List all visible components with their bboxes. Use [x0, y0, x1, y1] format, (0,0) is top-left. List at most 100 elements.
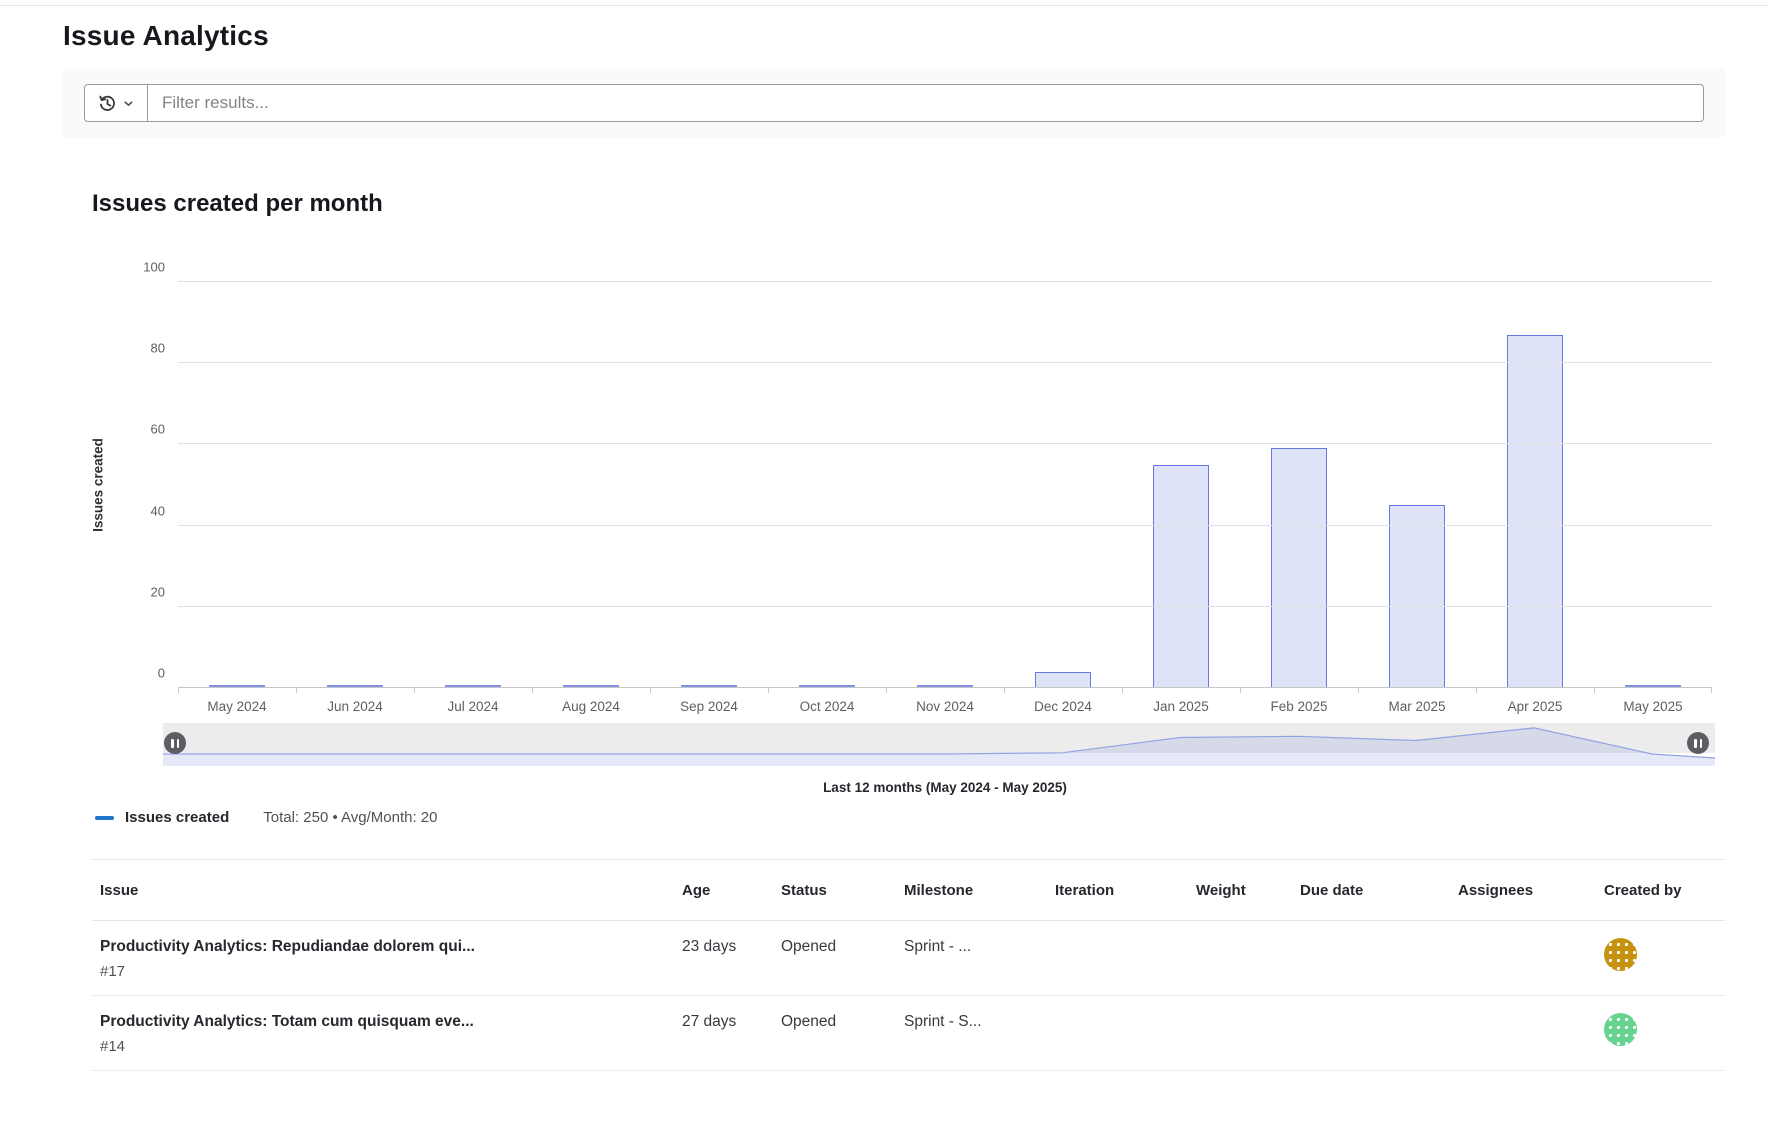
y-tick-label: 0	[157, 665, 165, 681]
chart-caption: Last 12 months (May 2024 - May 2025)	[823, 780, 1067, 795]
datazoom-line	[163, 727, 1715, 759]
bar-slot	[1594, 282, 1712, 688]
x-tick-label: Jun 2024	[296, 688, 414, 714]
bars	[178, 282, 1712, 688]
bar-jan-2025[interactable]	[1153, 464, 1209, 688]
bar-slot	[886, 282, 1004, 688]
x-tick-label: May 2024	[178, 688, 296, 714]
datazoom-handle-left[interactable]	[164, 732, 186, 754]
x-tick-label: May 2025	[1594, 688, 1712, 714]
created-by-cell	[1596, 921, 1725, 995]
y-tick-label: 40	[150, 503, 165, 519]
status-cell: Opened	[781, 1013, 837, 1030]
assignees-cell	[1450, 921, 1596, 995]
bar-slot	[532, 282, 650, 688]
x-tick-label: Nov 2024	[886, 688, 1004, 714]
x-tick-label: Jul 2024	[414, 688, 532, 714]
bar-apr-2025[interactable]	[1507, 334, 1563, 688]
legend-stats: Total: 250 • Avg/Month: 20	[263, 809, 438, 826]
creator-avatar[interactable]	[1604, 1013, 1637, 1046]
bar-slot	[1358, 282, 1476, 688]
x-tick-label: Mar 2025	[1358, 688, 1476, 714]
assignees-cell	[1450, 996, 1596, 1070]
bar-slot	[1240, 282, 1358, 688]
bar-slot	[1004, 282, 1122, 688]
bar-feb-2025[interactable]	[1271, 448, 1327, 688]
col-iteration: Iteration	[1055, 882, 1115, 899]
issue-analytics-page: Issue Analytics Issues created per month…	[63, 20, 1725, 1071]
col-age: Age	[682, 882, 711, 899]
issue-cell: Productivity Analytics: Repudiandae dolo…	[92, 921, 674, 995]
bar-dec-2024[interactable]	[1035, 671, 1091, 688]
page-title: Issue Analytics	[63, 20, 269, 51]
due-date-cell	[1292, 996, 1450, 1070]
bar-sep-2024[interactable]	[681, 685, 737, 688]
bar-may-2024[interactable]	[209, 685, 265, 688]
age-cell: 23 days	[682, 938, 737, 955]
datazoom-slider	[163, 723, 1715, 767]
gridline	[178, 362, 1712, 364]
bar-jun-2024[interactable]	[327, 685, 383, 688]
y-axis-name: Issues created	[90, 438, 106, 532]
issue-title-link[interactable]: Productivity Analytics: Repudiandae dolo…	[100, 938, 475, 955]
bar-jul-2024[interactable]	[445, 685, 501, 688]
due-date-cell	[1292, 921, 1450, 995]
gridline	[178, 605, 1712, 607]
y-tick-label: 20	[150, 584, 165, 600]
col-due-date: Due date	[1300, 882, 1364, 899]
bar-mar-2025[interactable]	[1389, 505, 1445, 688]
col-status: Status	[781, 882, 827, 899]
col-issue: Issue	[100, 882, 139, 899]
table-row: Productivity Analytics: Repudiandae dolo…	[92, 921, 1725, 996]
filter-history-button[interactable]	[84, 84, 148, 122]
issues-table: Issue Age Status Milestone Iteration Wei…	[92, 859, 1725, 1071]
issue-id: #17	[100, 963, 126, 980]
bar-slot	[768, 282, 886, 688]
bar-slot	[178, 282, 296, 688]
bar-nov-2024[interactable]	[917, 685, 973, 688]
y-tick-label: 80	[150, 340, 165, 356]
chart-title: Issues created per month	[92, 190, 383, 217]
y-tick-label: 60	[150, 421, 165, 437]
plot-area: Issues created 0 20 40 60 80 100	[91, 260, 1712, 688]
issue-title-link[interactable]: Productivity Analytics: Totam cum quisqu…	[100, 1013, 474, 1030]
gridline	[178, 524, 1712, 526]
milestone-cell: Sprint - ...	[904, 938, 972, 955]
bar-slot	[650, 282, 768, 688]
chart-legend: Issues created Total: 250 • Avg/Month: 2…	[95, 809, 1725, 826]
milestone-cell: Sprint - S...	[904, 1013, 982, 1030]
legend-dash-icon	[95, 815, 114, 820]
creator-avatar[interactable]	[1604, 938, 1637, 971]
gridline	[178, 443, 1712, 445]
datazoom-track[interactable]	[163, 723, 1715, 753]
legend-label: Issues created	[125, 809, 230, 826]
bar-aug-2024[interactable]	[563, 685, 619, 688]
bar-slot	[1122, 282, 1240, 688]
x-tick-label: Jan 2025	[1122, 688, 1240, 714]
x-tick-label: Dec 2024	[1004, 688, 1122, 714]
issues-created-chart: Issues created per month Issues created …	[63, 190, 1725, 826]
bar-slot	[414, 282, 532, 688]
x-axis-labels: May 2024 Jun 2024 Jul 2024 Aug 2024 Sep 2024…	[178, 688, 1712, 714]
filter-results-input[interactable]	[148, 84, 1704, 122]
x-tick-label: Oct 2024	[768, 688, 886, 714]
history-icon	[98, 95, 115, 111]
bar-slot	[1476, 282, 1594, 688]
table-row: Productivity Analytics: Totam cum quisqu…	[92, 996, 1725, 1071]
y-tick-label: 100	[143, 259, 165, 275]
bar-oct-2024[interactable]	[799, 685, 855, 688]
datazoom-preview	[163, 727, 1715, 766]
datazoom-handle-right[interactable]	[1687, 732, 1709, 754]
table-header-row: Issue Age Status Milestone Iteration Wei…	[92, 860, 1725, 921]
bar-may-2025[interactable]	[1625, 685, 1681, 688]
col-weight: Weight	[1196, 882, 1246, 899]
x-tick-label: Apr 2025	[1476, 688, 1594, 714]
status-cell: Opened	[781, 938, 837, 955]
filter-group	[84, 84, 1704, 122]
gridline	[178, 281, 1712, 282]
issue-cell: Productivity Analytics: Totam cum quisqu…	[92, 996, 674, 1070]
issue-id: #14	[100, 1038, 126, 1055]
weight-cell	[1188, 996, 1292, 1070]
age-cell: 27 days	[682, 1013, 737, 1030]
col-assignees: Assignees	[1458, 882, 1534, 899]
